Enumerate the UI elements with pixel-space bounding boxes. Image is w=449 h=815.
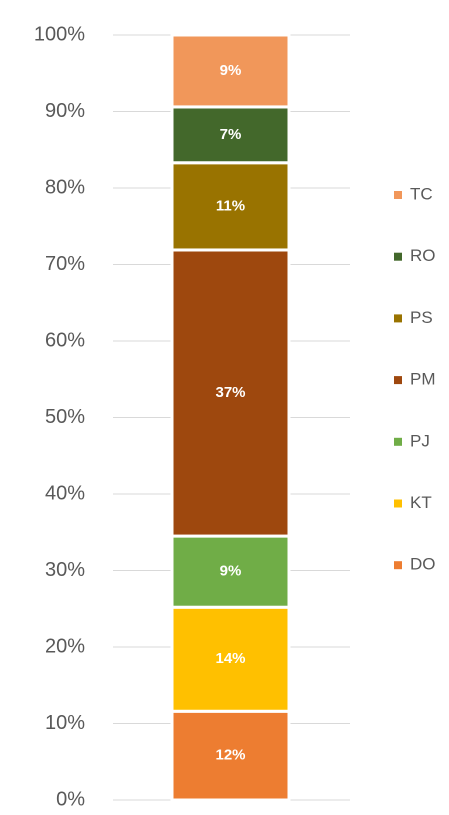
y-tick-label: 20% <box>45 635 85 657</box>
legend-swatch <box>394 314 402 323</box>
data-label: 7% <box>220 126 242 143</box>
legend-label: KT <box>410 493 432 512</box>
legend-swatch <box>394 437 402 446</box>
y-tick-label: 80% <box>45 176 85 198</box>
legend-label: PM <box>410 370 436 389</box>
legend-label: TC <box>410 184 433 203</box>
legend-swatch <box>394 252 402 261</box>
legend-label: RO <box>410 246 436 265</box>
legend-swatch <box>394 499 402 508</box>
data-label: 11% <box>216 197 245 214</box>
y-tick-label: 70% <box>45 253 85 275</box>
legend-swatch <box>394 191 402 199</box>
legend-label: DO <box>410 555 436 574</box>
bar-segment <box>170 534 291 609</box>
y-tick-label: 90% <box>45 100 85 122</box>
y-tick-label: 0% <box>56 788 85 810</box>
bar-segment <box>170 709 291 802</box>
data-label: 14% <box>215 650 245 667</box>
bar-segment <box>170 161 291 252</box>
bar-segment <box>170 605 291 713</box>
data-label: 9% <box>220 563 242 580</box>
legend-label: PJ <box>410 431 430 450</box>
data-label: 9% <box>220 62 242 79</box>
legend-swatch <box>394 376 402 385</box>
legend-label: PS <box>410 308 433 327</box>
y-tick-label: 100% <box>34 23 85 45</box>
y-tick-label: 10% <box>45 712 85 734</box>
y-tick-label: 60% <box>45 329 85 351</box>
data-label: 37% <box>215 384 245 401</box>
legend-swatch <box>394 561 402 570</box>
bar-segment <box>170 248 291 538</box>
y-tick-label: 40% <box>45 482 85 504</box>
y-tick-label: 50% <box>45 406 85 428</box>
data-label: 12% <box>215 747 245 764</box>
y-tick-label: 30% <box>45 559 85 581</box>
bar-segment <box>170 33 291 109</box>
